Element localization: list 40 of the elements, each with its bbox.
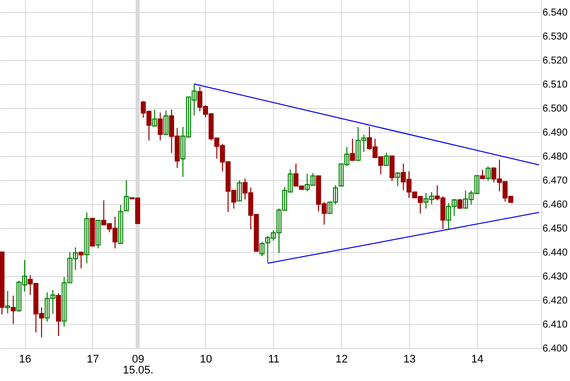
- x-tick-label: 09 15.05.: [122, 354, 154, 376]
- y-tick-label: 6.530: [542, 32, 568, 42]
- y-tick-label: 6.460: [542, 200, 568, 210]
- candlestick: [163, 110, 168, 136]
- y-tick-label: 6.540: [542, 8, 568, 18]
- y-tick-label: 6.440: [542, 248, 568, 258]
- y-tick-label: 6.470: [542, 176, 568, 186]
- x-tick-label: 17: [86, 354, 100, 366]
- candlestick: [236, 180, 242, 202]
- candlestick: [395, 172, 400, 187]
- candlestick: [96, 220, 101, 249]
- x-tick-label: 12: [336, 354, 348, 366]
- candlestick: [384, 152, 389, 166]
- candlestick: [84, 212, 90, 264]
- y-tick-label: 6.500: [542, 104, 568, 114]
- x-tick-label: 16: [18, 354, 32, 366]
- candlestick: [158, 112, 163, 141]
- y-tick-label: 6.490: [542, 128, 568, 138]
- y-tick-label: 6.400: [542, 344, 568, 354]
- y-tick-label: 6.410: [542, 320, 568, 330]
- candlestick: [457, 198, 462, 210]
- y-tick-label: 6.430: [542, 272, 568, 282]
- y-tick-label: 6.510: [542, 80, 568, 90]
- y-tick-label: 6.480: [542, 152, 568, 162]
- candlestick: [350, 138, 355, 161]
- candlestick: [124, 180, 129, 212]
- candlestick: [486, 166, 491, 182]
- x-tick-label: 14: [471, 354, 484, 366]
- y-tick-label: 6.420: [542, 296, 568, 306]
- candlestick: [78, 251, 84, 269]
- candlestick: [10, 295, 16, 324]
- y-tick-label: 6.520: [542, 56, 568, 66]
- candlestick: [118, 204, 124, 244]
- candlestick: [5, 290, 10, 314]
- x-tick-label: 10: [200, 354, 212, 366]
- x-tick-label: 11: [268, 354, 280, 366]
- y-tick-label: 6.450: [542, 224, 568, 234]
- candlestick: [390, 156, 395, 182]
- x-tick-label: 13: [403, 354, 416, 366]
- candlestick: [152, 109, 158, 126]
